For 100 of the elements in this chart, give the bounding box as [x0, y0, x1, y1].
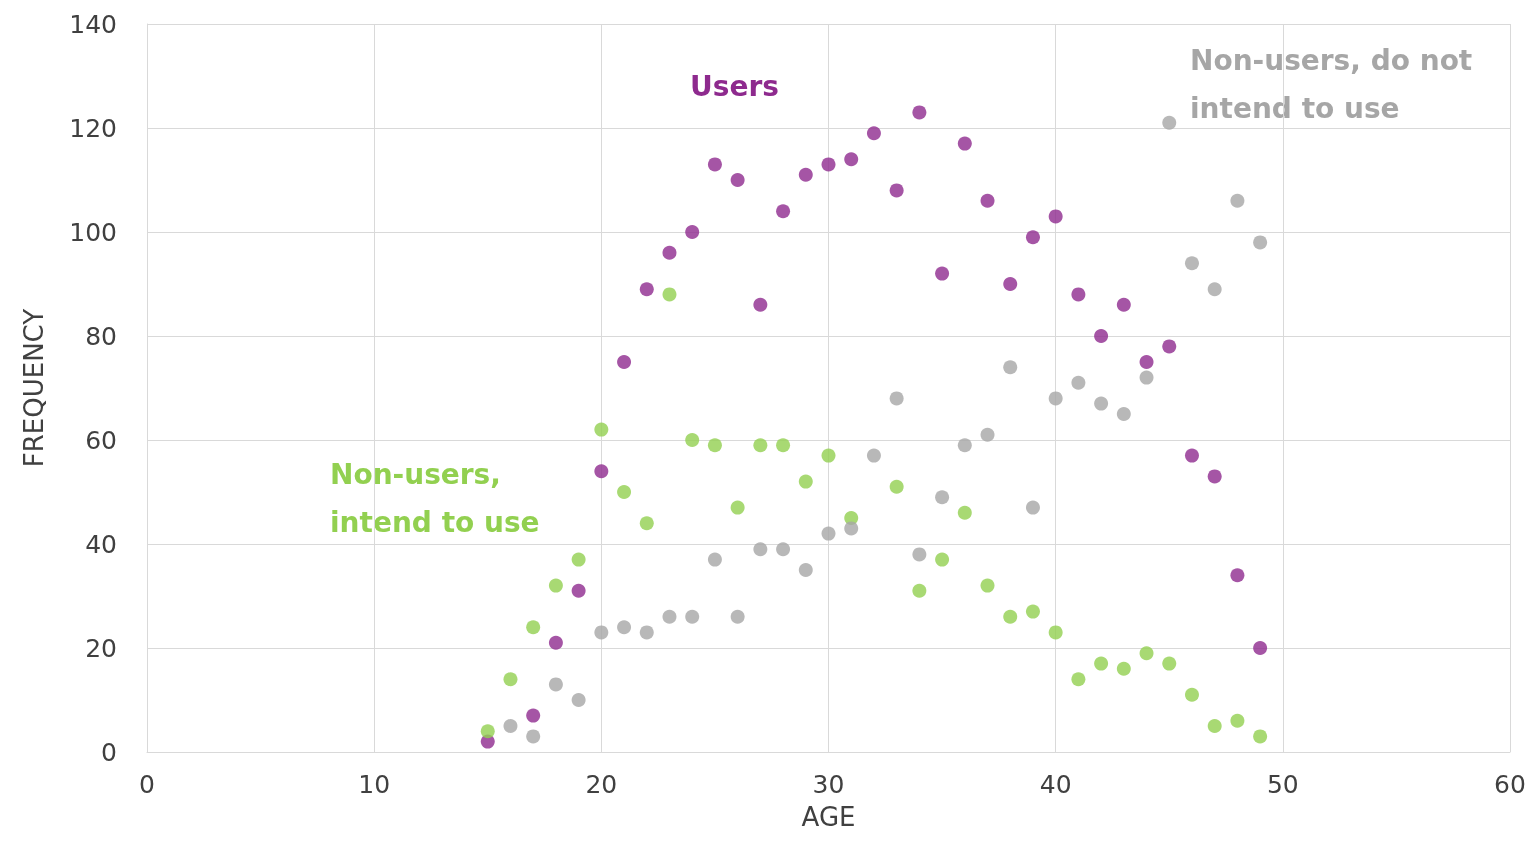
point	[730, 173, 745, 187]
point	[526, 729, 541, 744]
point	[980, 578, 995, 593]
point	[617, 620, 632, 635]
point	[685, 225, 700, 239]
point	[1003, 360, 1018, 375]
point	[548, 635, 563, 650]
point	[526, 620, 541, 635]
point	[480, 724, 495, 739]
point	[503, 719, 518, 733]
point	[503, 672, 518, 687]
point	[662, 287, 677, 302]
y-tick-label: 20	[85, 633, 117, 663]
point	[980, 193, 995, 208]
point	[935, 490, 950, 505]
point	[1253, 641, 1268, 655]
point	[866, 448, 881, 463]
point	[571, 552, 586, 567]
point	[889, 183, 904, 198]
point	[1071, 287, 1086, 302]
point	[707, 157, 722, 172]
x-axis-title: AGE	[801, 802, 856, 832]
point	[821, 157, 836, 172]
point	[1230, 193, 1245, 208]
point	[594, 422, 609, 437]
series-label: Non-users, intend to use	[330, 457, 540, 539]
point	[662, 245, 677, 260]
point	[912, 583, 927, 598]
point	[935, 266, 950, 281]
point	[1094, 329, 1109, 343]
point	[1207, 282, 1222, 297]
x-tick-label: 10	[358, 770, 391, 799]
point	[889, 479, 904, 494]
x-tick-label: 50	[1266, 770, 1299, 799]
y-tick-label: 140	[69, 9, 117, 39]
point	[707, 552, 722, 567]
point	[639, 516, 654, 531]
point	[639, 625, 654, 640]
point	[639, 282, 654, 297]
point	[707, 438, 722, 453]
point	[548, 578, 563, 593]
point	[571, 583, 586, 598]
point	[526, 708, 541, 723]
point	[844, 152, 859, 167]
y-tick-label: 120	[69, 113, 117, 143]
point	[1116, 407, 1131, 421]
point	[776, 542, 791, 557]
point	[594, 625, 609, 640]
point	[912, 105, 927, 120]
point	[1116, 297, 1131, 312]
point	[957, 505, 972, 520]
y-tick-label: 40	[85, 529, 117, 559]
point	[1253, 235, 1268, 250]
point	[1048, 391, 1063, 406]
point	[1184, 256, 1199, 271]
point	[1048, 625, 1063, 640]
series-label: Non-users, do not intend to use	[1190, 43, 1483, 125]
point	[548, 677, 563, 692]
point	[912, 547, 927, 562]
point	[1025, 500, 1040, 515]
point	[1162, 339, 1177, 354]
point	[1116, 661, 1131, 676]
x-tick-label: 60	[1494, 770, 1526, 799]
point	[1003, 609, 1018, 624]
point	[798, 474, 813, 489]
point	[1025, 604, 1040, 619]
point	[617, 485, 632, 499]
x-tick-label: 0	[139, 770, 155, 799]
point	[1184, 448, 1199, 463]
point	[980, 427, 995, 442]
y-tick-label: 80	[85, 321, 117, 351]
point	[957, 136, 972, 151]
point	[1048, 209, 1063, 224]
point	[617, 355, 632, 369]
y-tick-label: 0	[101, 737, 117, 767]
x-tick-label: 20	[585, 770, 618, 799]
point	[1207, 469, 1222, 484]
y-axis-title: FREQUENCY	[19, 308, 49, 468]
point	[594, 464, 609, 479]
point	[866, 126, 881, 141]
point	[1139, 370, 1154, 385]
y-tick-label: 100	[69, 217, 117, 247]
point	[685, 433, 700, 447]
point	[753, 542, 768, 557]
point	[753, 297, 768, 312]
point	[844, 521, 859, 536]
text: Users	[690, 69, 779, 103]
point	[1094, 656, 1109, 671]
point	[685, 609, 700, 624]
x-tick-label: 40	[1039, 770, 1072, 799]
point	[776, 204, 791, 219]
point	[730, 500, 745, 515]
point	[1230, 713, 1245, 728]
point	[821, 526, 836, 541]
point	[1071, 375, 1086, 390]
point	[1025, 230, 1040, 245]
point	[935, 552, 950, 567]
point	[1139, 355, 1154, 369]
point	[1139, 646, 1154, 661]
y-tick-label: 60	[85, 425, 117, 455]
